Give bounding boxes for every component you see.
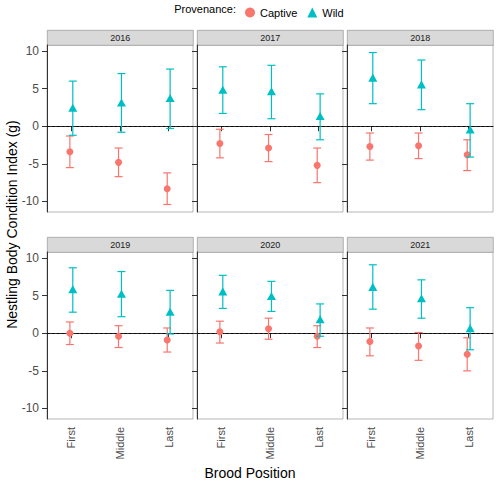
svg-text:Last: Last [163, 427, 175, 448]
svg-text:2017: 2017 [260, 33, 280, 43]
svg-text:0: 0 [32, 119, 39, 133]
svg-text:First: First [215, 427, 227, 448]
svg-text:10: 10 [26, 44, 40, 58]
svg-text:-5: -5 [28, 157, 39, 171]
svg-text:10: 10 [26, 251, 40, 265]
svg-text:0: 0 [32, 326, 39, 340]
svg-text:Nestling Body Condition Index: Nestling Body Condition Index (g) [4, 120, 20, 329]
svg-text:-10: -10 [22, 401, 40, 415]
svg-text:-10: -10 [22, 194, 40, 208]
svg-text:-5: -5 [28, 364, 39, 378]
svg-text:Captive: Captive [260, 7, 297, 19]
svg-text:Middle: Middle [264, 427, 276, 459]
svg-text:Last: Last [463, 427, 475, 448]
svg-text:2019: 2019 [110, 240, 130, 250]
svg-text:2020: 2020 [260, 240, 280, 250]
svg-text:Middle: Middle [414, 427, 426, 459]
svg-text:2016: 2016 [110, 33, 130, 43]
svg-text:Middle: Middle [114, 427, 126, 459]
svg-text:First: First [365, 427, 377, 448]
svg-text:First: First [65, 427, 77, 448]
svg-text:Provenance:: Provenance: [174, 3, 236, 15]
svg-text:Wild: Wild [322, 7, 343, 19]
svg-text:5: 5 [32, 82, 39, 96]
svg-text:5: 5 [32, 289, 39, 303]
svg-text:Brood Position: Brood Position [204, 465, 295, 481]
svg-text:2021: 2021 [410, 240, 430, 250]
svg-text:Last: Last [313, 427, 325, 448]
svg-text:2018: 2018 [410, 33, 430, 43]
